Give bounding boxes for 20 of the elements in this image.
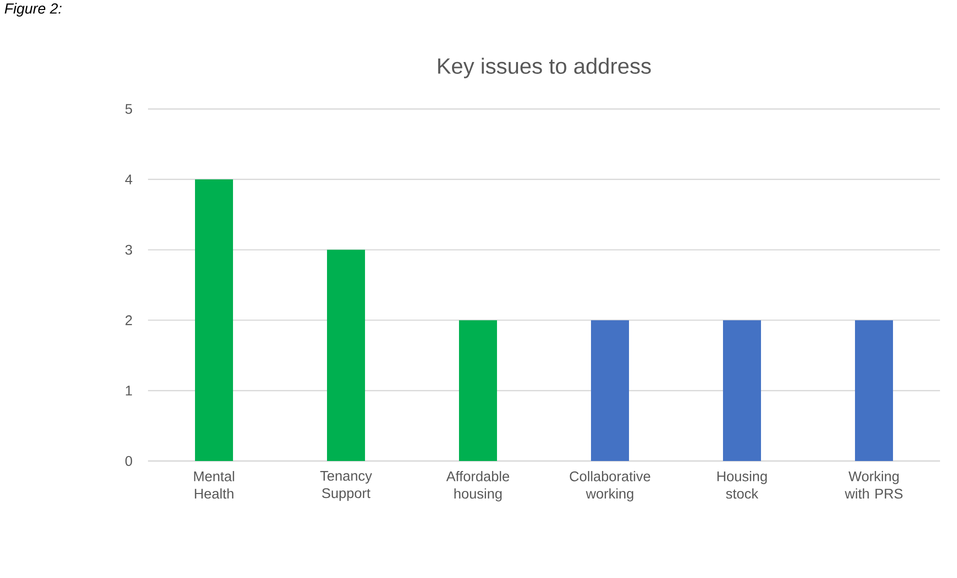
x-tick-label: Affordable housing — [446, 471, 510, 502]
y-tick-label: 5 — [125, 104, 132, 114]
chart-title: Key issues to address — [438, 58, 651, 78]
bar — [722, 320, 761, 461]
caption: Figure 2: — [4, 2, 62, 17]
bar — [854, 320, 893, 461]
y-tick-label: 3 — [125, 244, 132, 255]
bar — [327, 250, 366, 461]
bar — [195, 179, 234, 461]
x-tick-label: Working with PRS — [844, 471, 903, 499]
x-tick-label: Tenancy Support — [320, 471, 372, 501]
y-tick-label: 2 — [126, 315, 132, 326]
y-tick-label: 4 — [125, 174, 132, 184]
x-tick-label: Housing stock — [717, 471, 767, 499]
x-tick-label: Collaborative working — [570, 471, 650, 502]
bar — [590, 320, 629, 461]
bar — [459, 320, 497, 461]
y-tick-label: 0 — [125, 456, 132, 466]
x-tick-label: Mental Health — [194, 471, 234, 499]
y-tick-label: 1 — [126, 386, 132, 396]
